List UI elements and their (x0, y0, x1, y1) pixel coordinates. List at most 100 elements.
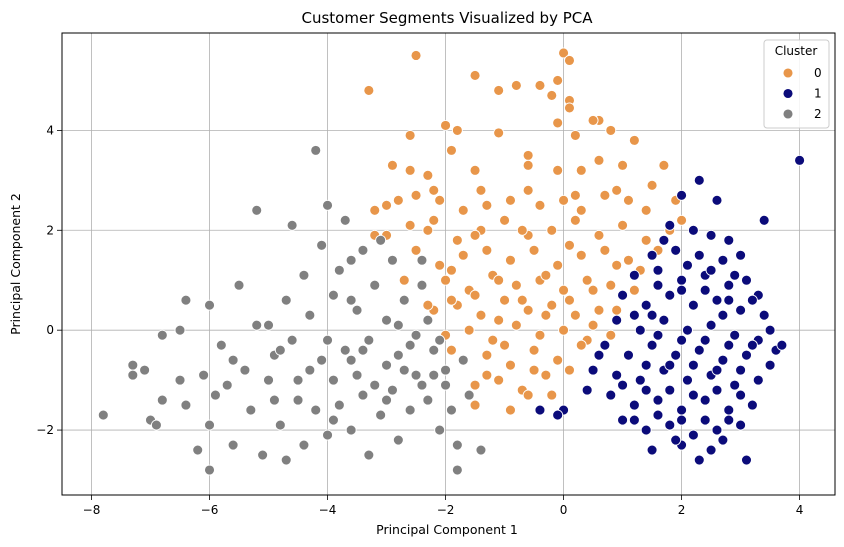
scatter-point (717, 309, 729, 321)
scatter-point (257, 449, 269, 461)
scatter-point (327, 374, 339, 386)
scatter-point (505, 194, 516, 206)
scatter-point (729, 269, 741, 281)
scatter-point (546, 389, 558, 401)
scatter-point (682, 324, 693, 336)
scatter-point (652, 409, 664, 421)
scatter-point (493, 314, 505, 326)
scatter-point (628, 414, 640, 426)
grid-lines (62, 33, 835, 495)
legend-marker (782, 108, 794, 120)
scatter-point (239, 364, 251, 376)
scatter-point (575, 339, 587, 351)
scatter-point (310, 144, 322, 156)
scatter-point (339, 344, 351, 356)
scatter-point (552, 259, 564, 271)
scatter-point (628, 269, 640, 281)
scatter-point (451, 234, 463, 246)
scatter-point (617, 219, 629, 231)
scatter-point (233, 279, 245, 291)
scatter-point (581, 274, 593, 286)
scatter-point (263, 374, 274, 386)
scatter-point (274, 344, 286, 356)
scatter-point (611, 304, 623, 316)
scatter-point (711, 384, 723, 396)
scatter-point (286, 219, 298, 231)
scatter-point (617, 289, 629, 301)
x-tick-label: −4 (319, 503, 337, 517)
scatter-point (469, 379, 481, 391)
scatter-point (333, 399, 345, 411)
scatter-point (434, 424, 446, 436)
scatter-point (593, 304, 605, 316)
scatter-point (292, 374, 304, 386)
scatter-point (469, 399, 481, 411)
scatter-point (664, 219, 676, 231)
scatter-point (150, 419, 162, 431)
scatter-point (215, 339, 227, 351)
scatter-point (640, 384, 652, 396)
scatter-point (652, 394, 664, 406)
scatter-point (634, 374, 646, 386)
scatter-point (623, 349, 634, 361)
scatter-point (623, 254, 634, 266)
scatter-point (552, 354, 564, 366)
scatter-point (381, 314, 392, 326)
scatter-point (646, 249, 658, 261)
scatter-point (528, 364, 540, 376)
scatter-point (693, 174, 705, 186)
scatter-point (440, 119, 451, 131)
scatter-point (546, 224, 558, 236)
scatter-point (676, 284, 688, 296)
scatter-point (451, 464, 463, 476)
scatter-point (599, 244, 611, 256)
scatter-point (363, 449, 375, 461)
scatter-point (333, 264, 345, 276)
scatter-point (640, 204, 652, 216)
scatter-point (457, 249, 469, 261)
plot-area-frame (61, 32, 836, 496)
scatter-point (493, 84, 505, 96)
scatter-point (705, 319, 717, 331)
scatter-point (416, 379, 428, 391)
scatter-point (386, 254, 398, 266)
scatter-point (139, 364, 151, 376)
scatter-point (558, 324, 570, 336)
scatter-point (416, 254, 428, 266)
scatter-point (446, 344, 457, 356)
scatter-point (705, 229, 717, 241)
scatter-point (676, 214, 688, 226)
scatter-point (363, 334, 375, 346)
legend-label: 2 (814, 107, 822, 121)
scatter-point (717, 434, 729, 446)
scatter-point (481, 349, 493, 361)
scatter-point (746, 399, 758, 411)
scatter-point (682, 259, 693, 271)
scatter-point (180, 399, 192, 411)
scatter-point (475, 184, 487, 196)
x-tick-label: −2 (437, 503, 455, 517)
scatter-point (469, 289, 481, 301)
scatter-point (534, 79, 546, 91)
scatter-point (227, 439, 239, 451)
scatter-point (410, 329, 422, 341)
scatter-point (469, 70, 481, 81)
scatter-point (564, 364, 575, 376)
scatter-point (735, 389, 747, 401)
scatter-point (546, 299, 558, 311)
scatter-point (611, 184, 623, 196)
scatter-point (670, 434, 682, 446)
scatter-point (723, 294, 735, 306)
scatter-point (440, 379, 451, 391)
scatter-point (386, 159, 398, 171)
scatter-point (369, 279, 381, 291)
scatter-point (422, 169, 434, 181)
scatter-point (723, 279, 735, 291)
scatter-point (304, 364, 316, 376)
scatter-point (463, 324, 475, 336)
scatter-point (628, 284, 640, 296)
scatter-point (404, 129, 416, 141)
scatter-point (316, 354, 328, 366)
scatter-point (735, 364, 747, 376)
